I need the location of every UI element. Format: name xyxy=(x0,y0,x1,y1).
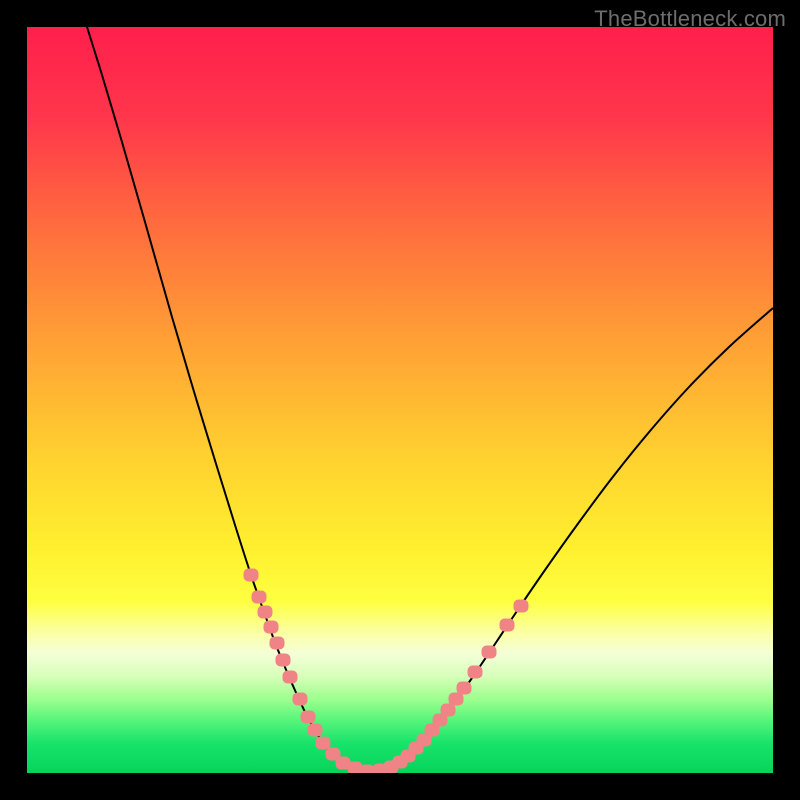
highlight-dot xyxy=(316,737,331,750)
highlight-dot xyxy=(258,606,273,619)
highlight-dot xyxy=(244,569,259,582)
watermark-text: TheBottleneck.com xyxy=(594,6,786,32)
highlight-dot xyxy=(514,600,529,613)
highlight-dot xyxy=(264,621,279,634)
highlight-dot xyxy=(301,711,316,724)
highlight-dot xyxy=(482,646,497,659)
chart-container: { "watermark": { "text": "TheBottleneck.… xyxy=(0,0,800,800)
highlight-dot xyxy=(360,765,375,774)
highlight-dot xyxy=(468,666,483,679)
highlight-dot xyxy=(293,693,308,706)
highlight-dot xyxy=(500,619,515,632)
highlight-dot xyxy=(457,682,472,695)
bottleneck-curve xyxy=(87,27,773,771)
highlight-dot xyxy=(283,671,298,684)
highlight-dot xyxy=(270,637,285,650)
highlight-dot xyxy=(308,724,323,737)
plot-area xyxy=(27,27,773,773)
highlight-dot xyxy=(276,654,291,667)
highlight-dots xyxy=(244,569,529,774)
highlight-dot xyxy=(252,591,267,604)
curve-layer xyxy=(27,27,773,773)
